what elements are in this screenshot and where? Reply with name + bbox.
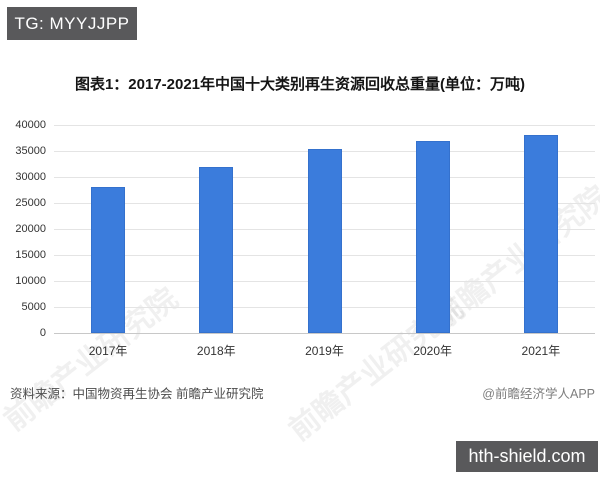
x-tick-label: 2020年 <box>413 344 453 358</box>
bar-2018年 <box>199 166 234 333</box>
bar-2020年 <box>415 140 450 333</box>
footer-row: 资料来源：中国物资再生协会 前瞻产业研究院 @前瞻经济学人APP <box>0 383 600 401</box>
y-tick-label: 10000 <box>15 275 46 287</box>
x-tick-label: 2019年 <box>305 344 344 358</box>
bar-chart-plot-area: 前瞻产业研究院 前瞻产业研究院 前瞻产业研究院 0 5000 10000 15000 2… <box>0 119 600 447</box>
x-tick-label: 2021年 <box>521 344 561 358</box>
chart-title: 图表1：2017-2021年中国十大类别再生资源回收总重量(单位：万吨) <box>74 76 526 93</box>
y-tick-label: 25000 <box>15 197 46 209</box>
bar-2021年 <box>523 135 558 333</box>
x-tick-label: 2017年 <box>88 344 128 358</box>
credit-label: @前瞻经济学人APP <box>482 387 595 401</box>
y-tick-label: 0 <box>39 327 46 339</box>
gridline <box>54 125 595 126</box>
y-tick-label: 30000 <box>15 171 46 183</box>
bar-2017年 <box>91 187 126 333</box>
site-url-badge: hth-shield.com <box>456 441 598 472</box>
y-tick-label: 35000 <box>15 145 46 157</box>
telegram-handle-badge: TG: MYYJJPP <box>7 7 137 40</box>
y-tick-label: 5000 <box>21 301 46 313</box>
y-tick-label: 20000 <box>15 223 46 235</box>
y-tick-label: 40000 <box>15 119 46 131</box>
gridline <box>54 333 595 334</box>
bar-2019年 <box>307 148 342 333</box>
y-tick-label: 15000 <box>15 249 46 261</box>
x-tick-label: 2018年 <box>196 344 236 358</box>
data-source-label: 资料来源：中国物资再生协会 前瞻产业研究院 <box>10 387 264 401</box>
